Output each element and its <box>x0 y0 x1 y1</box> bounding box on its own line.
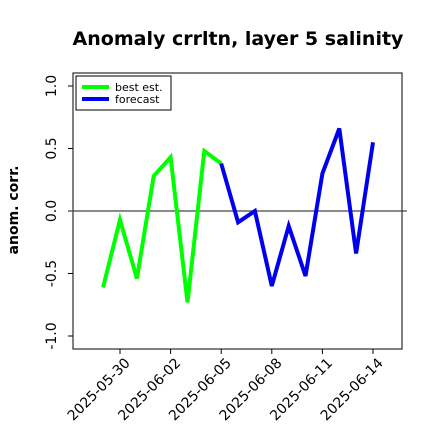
y-tick-label: 0.0 <box>44 200 60 222</box>
x-axis: 2025-05-302025-06-022025-06-052025-06-08… <box>65 349 387 424</box>
y-tick-label: -0.5 <box>44 260 60 287</box>
y-tick-label: 0.5 <box>44 137 60 159</box>
y-tick-label: -1.0 <box>44 322 60 349</box>
legend-box <box>75 75 172 111</box>
legend: best est.forecast <box>75 75 172 111</box>
series-layer <box>101 127 375 303</box>
legend-label: forecast <box>115 93 160 106</box>
chart-title: Anomaly crrltn, layer 5 salinity <box>73 28 404 50</box>
y-tick-label: 1.0 <box>44 75 60 97</box>
y-axis-label: anom. corr. <box>6 166 22 255</box>
y-axis: -1.0 -0.5 0.0 0.5 1.0 <box>44 75 73 350</box>
series-line-best-est <box>101 147 223 303</box>
series-line-forecast <box>219 127 375 287</box>
legend-label: best est. <box>115 81 163 94</box>
